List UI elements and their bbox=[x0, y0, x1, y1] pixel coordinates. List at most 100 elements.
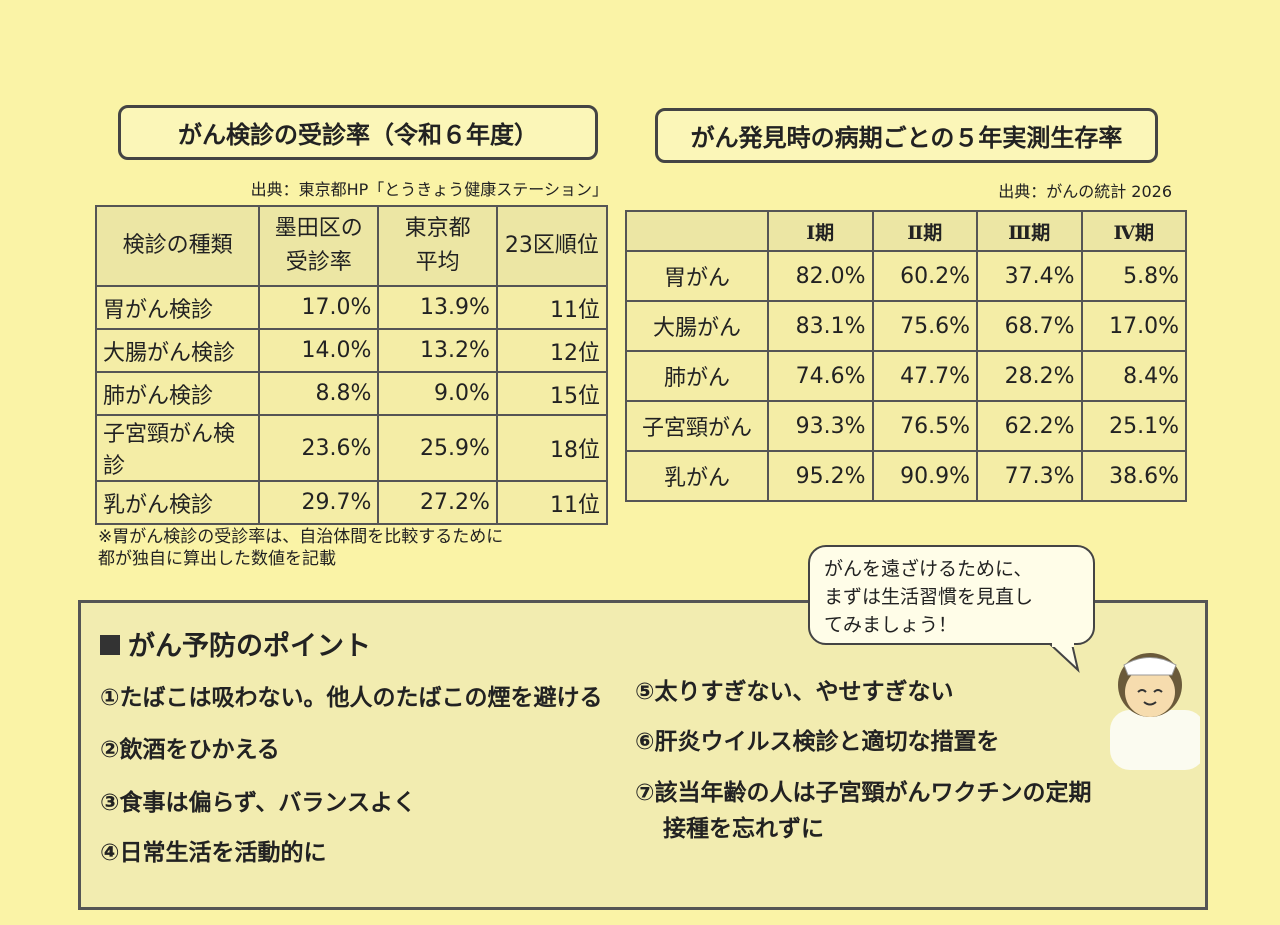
row: 乳がん 95.2% 90.9% 77.3% 38.6% bbox=[625, 450, 1187, 502]
tip-item: ⑥肝炎ウイルス検診と適切な措置を bbox=[635, 729, 1000, 755]
value-cell: 17.0% bbox=[258, 285, 380, 330]
value-cell: 25.9% bbox=[377, 414, 498, 482]
row: 肺がん 74.6% 47.7% 28.2% 8.4% bbox=[625, 350, 1187, 402]
row: 肺がん検診 8.8% 9.0% 15位 bbox=[94, 371, 609, 416]
header-line: 平均 bbox=[415, 250, 460, 275]
tail-join bbox=[1052, 643, 1074, 647]
right-title: がん発見時の病期ごとの５年実測生存率 bbox=[655, 108, 1158, 163]
value-cell: 29.7% bbox=[258, 480, 380, 525]
speech-bubble: がんを遠ざけるために、 まずは生活習慣を見直し てみましょう！ bbox=[808, 545, 1095, 645]
bubble-line: まずは生活習慣を見直し bbox=[824, 586, 1034, 608]
bubble-tail bbox=[1047, 643, 1080, 673]
screening-table: 検診の種類 墨田区の 受診率 東京都 平均 23区順位 胃がん検診 17.0% 13.9% 11位… bbox=[94, 205, 609, 525]
tip-item: ①たばこは吸わない。他人のたばこの煙を避ける bbox=[100, 685, 603, 711]
tip-item: ⑦該当年齢の人は子宮頸がんワクチンの定期接種を忘れずに bbox=[635, 780, 1092, 842]
bubble-line: がんを遠ざけるために、 bbox=[824, 558, 1033, 580]
note-line: 都が独自に算出した数値を記載 bbox=[98, 549, 336, 569]
value-cell: 12位 bbox=[495, 328, 609, 373]
value-cell: 9.0% bbox=[377, 371, 498, 416]
label-cell: 乳がん bbox=[625, 450, 769, 502]
header-line: 東京都 bbox=[404, 216, 471, 241]
label-cell: 大腸がん bbox=[625, 300, 769, 352]
label-cell: 肺がん bbox=[625, 350, 769, 402]
header-cell: 検診の種類 bbox=[94, 205, 261, 287]
tip-item: ⑤太りすぎない、やせすぎない bbox=[635, 679, 954, 705]
tip-item: ④日常生活を活動的に bbox=[100, 840, 327, 866]
nurse-features bbox=[1137, 689, 1163, 706]
value-cell: 17.0% bbox=[1080, 300, 1187, 352]
header-cell: Ⅰ期 bbox=[767, 210, 874, 252]
value-cell: 60.2% bbox=[871, 250, 978, 302]
header-cell: Ⅲ期 bbox=[976, 210, 1083, 252]
label-cell: 肺がん検診 bbox=[94, 371, 261, 416]
row: 子宮頸がん検診 23.6% 25.9% 18位 bbox=[94, 414, 609, 482]
header-row: 検診の種類 墨田区の 受診率 東京都 平均 23区順位 bbox=[94, 205, 609, 287]
heading-text: がん予防のポイント bbox=[128, 631, 371, 662]
value-cell: 13.9% bbox=[377, 285, 498, 330]
header-row: Ⅰ期 Ⅱ期 Ⅲ期 Ⅳ期 bbox=[625, 210, 1187, 252]
value-cell: 83.1% bbox=[767, 300, 874, 352]
value-cell: 74.6% bbox=[767, 350, 874, 402]
value-cell: 75.6% bbox=[871, 300, 978, 352]
value-cell: 37.4% bbox=[976, 250, 1083, 302]
nurse-illustration bbox=[1047, 643, 1200, 770]
value-cell: 18位 bbox=[495, 414, 609, 482]
header-line: 23区順位 bbox=[504, 233, 599, 258]
value-cell: 8.8% bbox=[258, 371, 380, 416]
nurse-body bbox=[1110, 710, 1200, 770]
label-cell: 子宮頸がん bbox=[625, 400, 769, 452]
value-cell: 11位 bbox=[495, 480, 609, 525]
right-source: 出典：がんの統計 2026 bbox=[998, 182, 1172, 201]
label-cell: 子宮頸がん検診 bbox=[94, 414, 261, 482]
header-cell: 23区順位 bbox=[495, 205, 609, 287]
value-cell: 15位 bbox=[495, 371, 609, 416]
value-cell: 38.6% bbox=[1080, 450, 1187, 502]
header-line: 受診率 bbox=[285, 250, 352, 275]
row: 胃がん 82.0% 60.2% 37.4% 5.8% bbox=[625, 250, 1187, 302]
value-cell: 28.2% bbox=[976, 350, 1083, 402]
value-cell: 82.0% bbox=[767, 250, 874, 302]
label-cell: 乳がん検診 bbox=[94, 480, 261, 525]
value-cell: 27.2% bbox=[377, 480, 498, 525]
header-cell: 東京都 平均 bbox=[377, 205, 498, 287]
nurse-face bbox=[1125, 667, 1175, 717]
bubble-line: てみましょう！ bbox=[824, 614, 958, 636]
value-cell: 76.5% bbox=[871, 400, 978, 452]
value-cell: 47.7% bbox=[871, 350, 978, 402]
value-cell: 8.4% bbox=[1080, 350, 1187, 402]
note: ※胃がん検診の受診率は、自治体間を比較するために 都が独自に算出した数値を記載 bbox=[98, 526, 503, 570]
tip-item: ③食事は偏らず、バランスよく bbox=[100, 790, 416, 816]
value-cell: 68.7% bbox=[976, 300, 1083, 352]
header-cell: Ⅳ期 bbox=[1080, 210, 1187, 252]
left-title: がん検診の受診率（令和６年度） bbox=[118, 105, 598, 160]
note-line: ※胃がん検診の受診率は、自治体間を比較するために bbox=[98, 527, 504, 547]
header-cell: Ⅱ期 bbox=[871, 210, 978, 252]
value-cell: 90.9% bbox=[871, 450, 978, 502]
value-cell: 25.1% bbox=[1080, 400, 1187, 452]
header-line: 墨田区の bbox=[274, 216, 363, 241]
header-cell bbox=[625, 210, 769, 252]
value-cell: 93.3% bbox=[767, 400, 874, 452]
value-cell: 13.2% bbox=[377, 328, 498, 373]
row: 大腸がん 83.1% 75.6% 68.7% 17.0% bbox=[625, 300, 1187, 352]
square-icon bbox=[100, 635, 120, 655]
value-cell: 23.6% bbox=[258, 414, 380, 482]
tips-box bbox=[78, 600, 1208, 910]
label-cell: 大腸がん検診 bbox=[94, 328, 261, 373]
value-cell: 62.2% bbox=[976, 400, 1083, 452]
left-source: 出典：東京都HP「とうきょう健康ステーション」 bbox=[250, 180, 608, 199]
tip-item: ②飲酒をひかえる bbox=[100, 737, 280, 763]
header-line: 検診の種類 bbox=[122, 233, 233, 258]
row: 子宮頸がん 93.3% 76.5% 62.2% 25.1% bbox=[625, 400, 1187, 452]
nurse-cap bbox=[1123, 657, 1177, 676]
label-cell: 胃がん検診 bbox=[94, 285, 261, 330]
value-cell: 95.2% bbox=[767, 450, 874, 502]
value-cell: 77.3% bbox=[976, 450, 1083, 502]
header-cell: 墨田区の 受診率 bbox=[258, 205, 380, 287]
tips-heading: がん予防のポイント bbox=[100, 624, 371, 663]
value-cell: 11位 bbox=[495, 285, 609, 330]
survival-table: Ⅰ期 Ⅱ期 Ⅲ期 Ⅳ期 胃がん 82.0% 60.2% 37.4% 5.8% 大腸がん 83.1% 7… bbox=[625, 210, 1187, 502]
row: 乳がん検診 29.7% 27.2% 11位 bbox=[94, 480, 609, 525]
value-cell: 14.0% bbox=[258, 328, 380, 373]
